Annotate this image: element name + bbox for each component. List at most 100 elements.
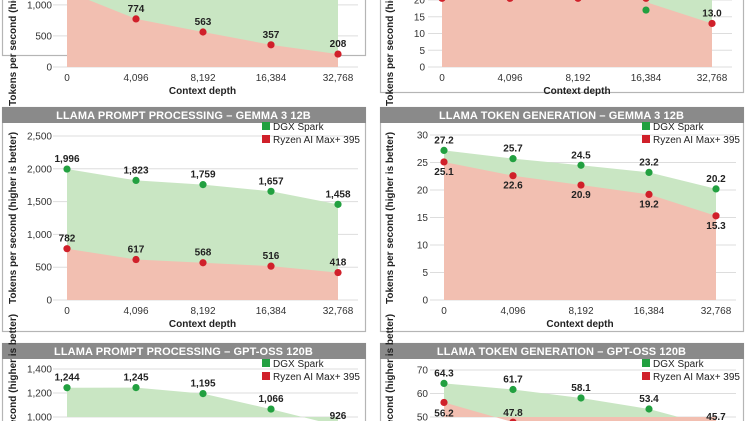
data-label: 23.2 [639,157,659,168]
y-tick-label: 500 [35,263,52,274]
dgx-spark-point [132,384,140,392]
y-tick-label: 0 [46,63,52,74]
y-tick-label: 1,000 [27,413,52,421]
legend-swatch [642,135,650,143]
panel-header [380,107,744,123]
ryzen-point [132,255,140,264]
x-tick-label: 0 [441,306,447,317]
data-label: 27.2 [434,135,454,146]
dgx-spark-point [642,6,650,14]
data-label: 418 [330,258,347,269]
x-tick-label: 8,192 [190,306,215,317]
y-axis-label: Tokens per second (higher is better) [8,132,19,304]
data-label: 61.7 [503,375,523,386]
legend-swatch [262,135,270,143]
y-tick-label: 0 [422,296,428,307]
ryzen-point [440,158,448,166]
x-tick-label: 4,096 [123,306,148,317]
x-tick-label: 8,192 [568,306,593,317]
chart-c4: LLAMA TOKEN GENERATION – GEMMA 3 12B 0 5 10… [379,106,745,333]
data-label: 568 [195,248,212,259]
legend-swatch [262,359,270,367]
dgx-spark-point [63,384,71,392]
ryzen-point [334,268,342,277]
area-ryzen [442,0,712,67]
data-label: 1,657 [258,176,283,187]
ryzen-point [199,28,207,36]
ryzen-point [506,0,514,2]
legend-swatch [642,359,650,367]
data-label: 64.3 [434,368,454,379]
legend-label: DGX Spark [653,122,705,133]
x-tick-label: 16,384 [634,306,665,317]
data-label: 19.2 [639,199,659,210]
legend-swatch [642,372,650,380]
x-tick-label: 4,096 [500,306,525,317]
data-label: 24.5 [571,150,591,161]
chart-title: LLAMA PROMPT PROCESSING – GPT-OSS 120B [54,346,313,358]
data-label: 1,458 [325,189,350,200]
data-label: 1,244 [54,373,79,384]
dgx-spark-point [509,385,517,394]
y-tick-label: 0 [46,296,52,307]
y-axis-label: Tokens per second (higher is better) [385,0,396,106]
x-tick-label: 0 [439,73,445,84]
ryzen-point [645,190,653,198]
y-tick-label: 50 [417,413,429,421]
ryzen-point [509,172,517,180]
ryzen-point [334,50,342,58]
x-tick-label: 16,384 [631,73,662,84]
y-tick-label: 1,000 [27,0,52,11]
dgx-spark-point [645,405,653,413]
data-label: 1,245 [123,373,148,384]
ryzen-point [574,0,582,2]
y-tick-label: 5 [419,46,425,57]
x-tick-label: 0 [64,73,70,84]
y-tick-label: 1,200 [27,389,52,400]
y-tick-label: 2,000 [27,164,52,175]
x-tick-label: 32,768 [701,306,732,317]
data-label: 774 [128,4,145,15]
ryzen-point [577,181,585,189]
data-label: 782 [59,234,76,245]
legend-label: DGX Spark [273,359,325,370]
y-tick-label: 30 [417,131,429,142]
dgx-spark-point [577,161,585,169]
legend-label: Ryzen AI Max+ 395 [273,135,360,146]
data-label: 1,066 [258,394,283,405]
data-label: 1,759 [190,170,215,181]
data-label: 45.7 [706,412,726,421]
y-tick-label: 15 [417,213,429,224]
data-label: 1,823 [123,165,148,176]
data-label: 617 [128,245,145,256]
y-axis-label: Tokens per second (higher is better) [8,0,19,106]
area-ryzen [444,402,716,421]
chart-c1: 0 500 1,000 0 4,096 8,192 16,384 32,768 Context … [1,0,367,106]
data-label: 357 [263,30,280,41]
y-tick-label: 0 [419,63,425,74]
data-label: 13.0 [702,8,722,19]
y-tick-label: 60 [417,389,429,400]
ryzen-point [712,212,720,220]
x-axis-label: Context depth [169,86,236,97]
dgx-spark-point [712,185,720,193]
legend-label: Ryzen AI Max+ 395 [273,372,360,383]
data-label: 1,195 [190,379,215,390]
x-axis-label: Context depth [543,86,610,97]
ryzen-point [132,15,140,23]
dgx-spark-point [645,168,653,176]
ryzen-point [267,262,275,270]
dgx-spark-point [440,379,448,387]
chart-title: LLAMA TOKEN GENERATION – GEMMA 3 12B [439,110,684,122]
y-tick-label: 5 [422,268,428,279]
y-tick-label: 20 [417,186,429,197]
data-label: 25.7 [503,144,523,155]
chart-c2: 0 5 10 15 20 0 4,096 8,192 16,384 32,768 Context d… [379,0,745,106]
chart-title: LLAMA TOKEN GENERATION – GPT-OSS 120B [437,346,686,358]
data-label: 53.4 [639,394,659,405]
dgx-spark-point [577,394,585,402]
data-label: 47.8 [503,408,523,419]
ryzen-point [642,0,650,2]
panel-header [2,343,366,359]
